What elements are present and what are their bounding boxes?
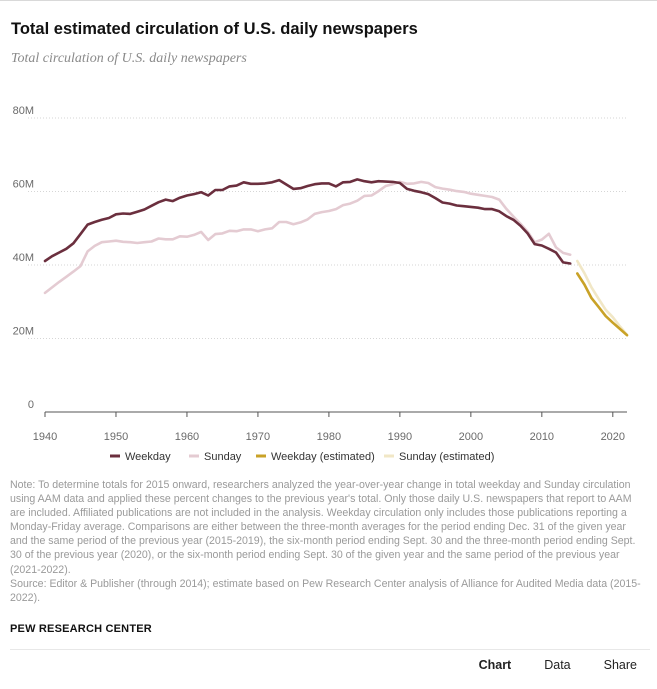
x-tick-label: 2010 (530, 431, 554, 443)
x-tick-label: 1940 (33, 431, 57, 443)
x-tick-label: 1950 (104, 431, 128, 443)
tab-chart[interactable]: Chart (478, 658, 512, 672)
chart-title: Total estimated circulation of U.S. dail… (11, 20, 418, 38)
notes: Note: To determine totals for 2015 onwar… (10, 478, 645, 605)
legend-label: Sunday (204, 451, 242, 463)
series-line-sunday-estimated (575, 259, 629, 337)
legend-label: Weekday (estimated) (271, 451, 375, 463)
x-tick-label: 1960 (175, 431, 199, 443)
legend-label: Sunday (estimated) (399, 451, 494, 463)
y-tick-label: 0 (28, 399, 34, 411)
series-line-weekday-estimated (575, 272, 629, 337)
x-tick-label: 1980 (317, 431, 341, 443)
x-tick-label: 2020 (601, 431, 625, 443)
x-tick-label: 1970 (246, 431, 270, 443)
y-tick-label: 40M (13, 252, 34, 264)
y-tick-label: 60M (13, 179, 34, 191)
note-text: Note: To determine totals for 2015 onwar… (10, 479, 636, 576)
tab-share[interactable]: Share (603, 658, 637, 672)
y-tick-label: 80M (13, 105, 34, 117)
chart-subtitle: Total circulation of U.S. daily newspape… (11, 51, 247, 66)
tab-data[interactable]: Data (544, 658, 571, 672)
source-text: Source: Editor & Publisher (through 2014… (10, 577, 641, 604)
line-chart: 0 20M 40M 60M 80M 1940 1950 1960 1970 1980 1990 200… (13, 105, 629, 463)
x-tick-label: 2000 (459, 431, 483, 443)
series-line-sunday (43, 180, 572, 295)
top-rule (0, 0, 657, 1)
view-tabs: Chart Data Share (479, 658, 637, 672)
bottom-rule (10, 649, 650, 650)
y-tick-label: 20M (13, 326, 34, 338)
x-tick-label: 1990 (388, 431, 412, 443)
series-line-weekday (43, 178, 572, 265)
brand-label: PEW RESEARCH CENTER (10, 623, 152, 635)
legend-label: Weekday (125, 451, 171, 463)
